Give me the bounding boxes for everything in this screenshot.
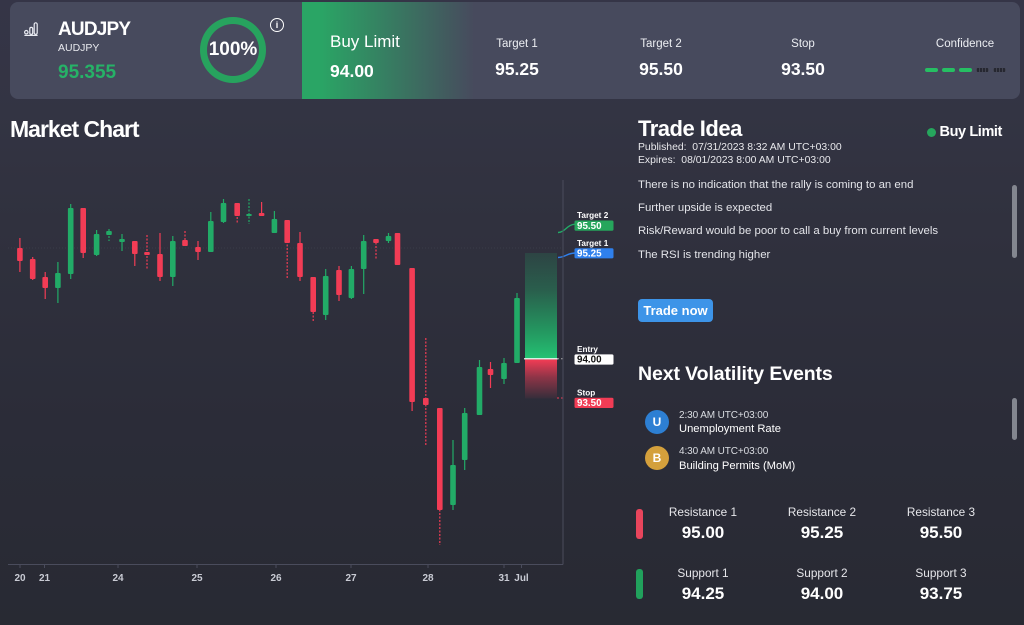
svg-text:26: 26 <box>270 573 282 584</box>
svg-text:Target 2: Target 2 <box>577 211 609 220</box>
svg-text:28: 28 <box>422 573 434 584</box>
svg-text:20: 20 <box>14 573 26 584</box>
svg-text:31: 31 <box>498 573 510 584</box>
svg-text:Entry: Entry <box>577 345 598 354</box>
svg-text:Jul: Jul <box>514 573 529 584</box>
svg-text:25: 25 <box>191 573 203 584</box>
svg-text:Stop: Stop <box>577 389 595 398</box>
svg-text:27: 27 <box>345 573 357 584</box>
svg-text:95.50: 95.50 <box>577 221 602 232</box>
svg-text:95.25: 95.25 <box>577 249 602 260</box>
svg-text:94.00: 94.00 <box>577 355 602 366</box>
svg-text:93.50: 93.50 <box>577 398 602 409</box>
svg-text:21: 21 <box>39 573 51 584</box>
svg-text:Target 1: Target 1 <box>577 239 609 248</box>
svg-text:24: 24 <box>112 573 124 584</box>
